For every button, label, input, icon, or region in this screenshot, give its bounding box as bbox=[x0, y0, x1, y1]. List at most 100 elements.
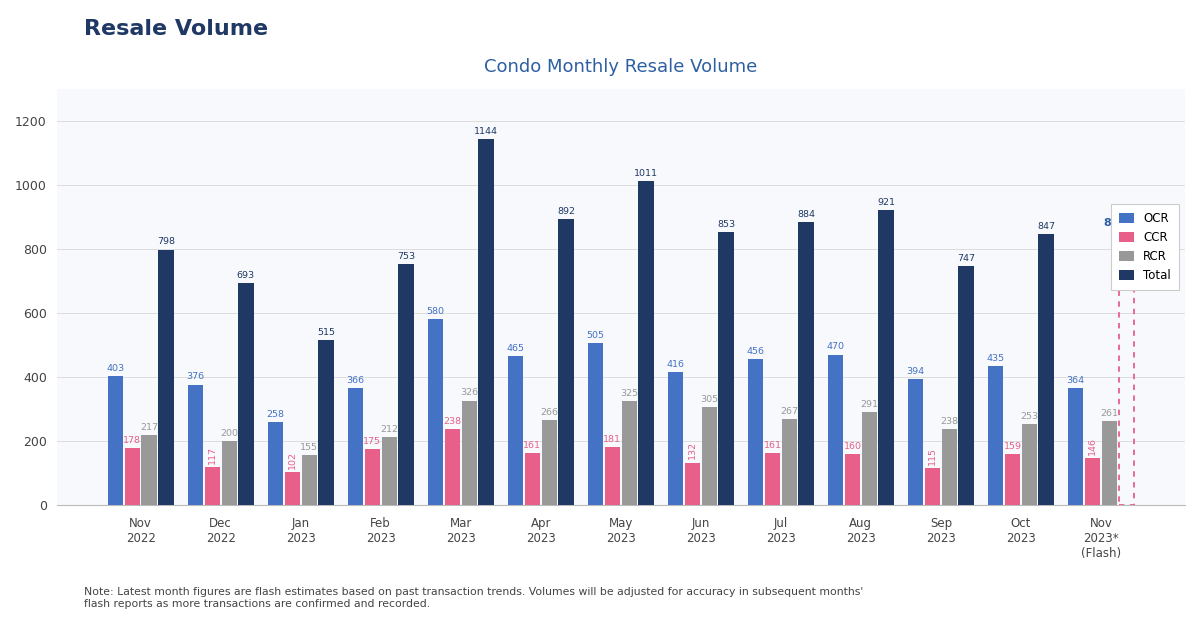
Text: 155: 155 bbox=[300, 443, 318, 452]
Bar bbox=[845, 454, 860, 505]
Text: 161: 161 bbox=[523, 441, 541, 451]
Bar bbox=[125, 448, 140, 505]
Text: 364: 364 bbox=[1067, 376, 1085, 385]
Bar bbox=[301, 455, 317, 505]
Bar bbox=[668, 372, 683, 505]
Bar bbox=[605, 447, 620, 505]
Bar bbox=[382, 437, 397, 505]
Text: 102: 102 bbox=[288, 451, 296, 469]
Text: 326: 326 bbox=[460, 388, 479, 397]
Bar bbox=[622, 401, 637, 505]
Text: 217: 217 bbox=[140, 423, 158, 433]
Bar bbox=[798, 222, 814, 505]
Text: 1144: 1144 bbox=[474, 127, 498, 135]
Text: 580: 580 bbox=[426, 307, 444, 316]
Bar bbox=[445, 429, 460, 505]
Text: 115: 115 bbox=[928, 447, 937, 465]
Bar bbox=[942, 429, 956, 505]
Text: Note: Latest month figures are flash estimates based on past transaction trends.: Note: Latest month figures are flash est… bbox=[84, 587, 863, 609]
Bar bbox=[685, 463, 700, 505]
Text: 853: 853 bbox=[716, 220, 736, 229]
Text: 847: 847 bbox=[1037, 222, 1055, 231]
Text: 178: 178 bbox=[124, 436, 142, 445]
Text: 266: 266 bbox=[540, 408, 558, 417]
Bar bbox=[158, 250, 174, 505]
Bar bbox=[908, 379, 923, 505]
Bar bbox=[348, 388, 364, 505]
Text: 470: 470 bbox=[827, 342, 845, 351]
Text: 848 [E]: 848 [E] bbox=[1104, 218, 1148, 228]
Text: 258: 258 bbox=[266, 410, 284, 419]
Text: 238: 238 bbox=[443, 417, 462, 426]
Bar bbox=[1085, 458, 1100, 505]
Bar bbox=[588, 344, 604, 505]
Bar bbox=[878, 210, 894, 505]
Bar bbox=[988, 366, 1003, 505]
Bar bbox=[558, 219, 574, 505]
Bar bbox=[462, 400, 476, 505]
Text: 753: 753 bbox=[397, 252, 415, 261]
Bar bbox=[284, 472, 300, 505]
Text: 305: 305 bbox=[700, 395, 719, 404]
Text: 416: 416 bbox=[667, 360, 685, 368]
Bar bbox=[479, 139, 493, 505]
Text: 159: 159 bbox=[1003, 442, 1021, 451]
Text: 261: 261 bbox=[1100, 409, 1118, 418]
Text: 403: 403 bbox=[107, 364, 125, 373]
Text: 200: 200 bbox=[220, 429, 238, 438]
Text: 212: 212 bbox=[380, 425, 398, 434]
Bar bbox=[524, 454, 540, 505]
Bar bbox=[1068, 389, 1084, 505]
Bar bbox=[702, 407, 716, 505]
Text: 291: 291 bbox=[860, 400, 878, 408]
Text: Resale Volume: Resale Volume bbox=[84, 19, 268, 38]
Text: 181: 181 bbox=[604, 435, 622, 444]
Text: 884: 884 bbox=[797, 210, 815, 219]
Bar bbox=[222, 441, 236, 505]
Bar bbox=[1038, 234, 1054, 505]
Bar bbox=[205, 467, 220, 505]
Text: 435: 435 bbox=[986, 353, 1004, 363]
Text: 505: 505 bbox=[587, 331, 605, 340]
Bar bbox=[188, 384, 203, 505]
Text: 1011: 1011 bbox=[634, 169, 658, 178]
Bar bbox=[1004, 454, 1020, 505]
Text: 376: 376 bbox=[186, 373, 204, 381]
Text: 366: 366 bbox=[347, 376, 365, 384]
Bar bbox=[239, 283, 253, 505]
Legend: OCR, CCR, RCR, Total: OCR, CCR, RCR, Total bbox=[1111, 204, 1180, 290]
Bar bbox=[428, 320, 443, 505]
Bar bbox=[1118, 234, 1134, 505]
Bar bbox=[781, 420, 797, 505]
Text: 693: 693 bbox=[236, 271, 254, 280]
Bar bbox=[1102, 421, 1117, 505]
Bar bbox=[959, 266, 973, 505]
Bar bbox=[638, 182, 654, 505]
Text: 238: 238 bbox=[941, 417, 959, 426]
Text: 394: 394 bbox=[906, 366, 925, 376]
Bar bbox=[862, 412, 877, 505]
Text: 515: 515 bbox=[317, 328, 335, 337]
Text: 146: 146 bbox=[1088, 437, 1097, 455]
Bar bbox=[541, 420, 557, 505]
Text: 747: 747 bbox=[958, 254, 976, 263]
Bar bbox=[1021, 424, 1037, 505]
Bar bbox=[764, 454, 780, 505]
Bar bbox=[398, 264, 414, 505]
Text: 456: 456 bbox=[746, 347, 764, 356]
Bar bbox=[719, 232, 733, 505]
Text: 921: 921 bbox=[877, 198, 895, 207]
Bar bbox=[925, 468, 940, 505]
Bar bbox=[108, 376, 124, 505]
Text: 175: 175 bbox=[364, 437, 382, 446]
Text: 325: 325 bbox=[620, 389, 638, 398]
Bar bbox=[365, 449, 380, 505]
Text: 798: 798 bbox=[157, 237, 175, 247]
Text: 161: 161 bbox=[763, 441, 781, 451]
Text: 160: 160 bbox=[844, 441, 862, 451]
Bar bbox=[508, 356, 523, 505]
Text: 132: 132 bbox=[688, 441, 697, 460]
Bar bbox=[748, 359, 763, 505]
Text: 267: 267 bbox=[780, 407, 798, 417]
Bar bbox=[268, 422, 283, 505]
